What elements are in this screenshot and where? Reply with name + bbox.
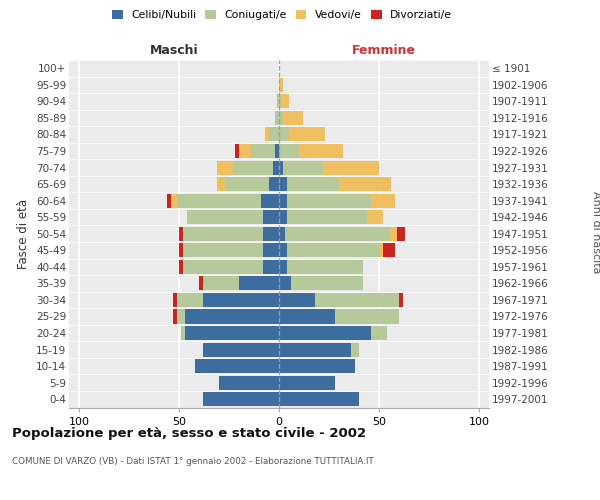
Bar — [171, 194, 177, 207]
Bar — [367, 210, 383, 224]
Bar — [199, 276, 203, 290]
Bar — [291, 276, 363, 290]
Bar — [279, 359, 355, 373]
Bar — [397, 226, 405, 241]
Y-axis label: Fasce di età: Fasce di età — [17, 198, 31, 269]
Bar — [203, 276, 239, 290]
Bar — [279, 78, 283, 92]
Bar — [263, 260, 279, 274]
Bar — [183, 260, 263, 274]
Bar — [289, 128, 325, 141]
Bar — [167, 194, 171, 207]
Bar — [187, 210, 263, 224]
Bar — [279, 111, 283, 125]
Bar — [269, 128, 279, 141]
Bar — [339, 177, 391, 191]
Bar — [261, 194, 279, 207]
Bar — [371, 326, 387, 340]
Bar — [279, 260, 287, 274]
Bar — [233, 160, 273, 174]
Text: Femmine: Femmine — [352, 44, 416, 58]
Bar — [177, 310, 185, 324]
Bar — [181, 326, 185, 340]
Bar — [179, 260, 183, 274]
Bar — [279, 244, 287, 258]
Bar — [173, 310, 177, 324]
Bar — [177, 194, 261, 207]
Bar — [275, 144, 279, 158]
Bar — [179, 226, 183, 241]
Bar — [323, 160, 379, 174]
Bar — [283, 160, 323, 174]
Bar — [287, 244, 379, 258]
Bar — [279, 342, 351, 356]
Bar — [265, 128, 269, 141]
Bar — [279, 293, 315, 307]
Bar — [239, 276, 279, 290]
Bar — [179, 244, 183, 258]
Bar — [389, 226, 397, 241]
Bar — [287, 210, 367, 224]
Bar — [203, 342, 279, 356]
Bar — [283, 111, 303, 125]
Bar — [177, 293, 203, 307]
Bar — [183, 244, 263, 258]
Bar — [217, 177, 225, 191]
Bar — [287, 260, 363, 274]
Bar — [279, 160, 283, 174]
Legend: Celibi/Nubili, Coniugati/e, Vedovi/e, Divorziati/e: Celibi/Nubili, Coniugati/e, Vedovi/e, Di… — [107, 6, 457, 25]
Bar — [225, 177, 269, 191]
Bar — [251, 144, 275, 158]
Bar — [217, 160, 233, 174]
Bar — [203, 392, 279, 406]
Bar — [195, 359, 279, 373]
Bar — [279, 210, 287, 224]
Bar — [275, 111, 279, 125]
Bar — [279, 144, 299, 158]
Bar — [273, 160, 279, 174]
Bar — [235, 144, 239, 158]
Bar — [185, 326, 279, 340]
Bar — [335, 310, 399, 324]
Bar — [279, 194, 287, 207]
Bar — [379, 244, 383, 258]
Bar — [371, 194, 395, 207]
Bar — [285, 226, 389, 241]
Bar — [279, 310, 335, 324]
Text: Popolazione per età, sesso e stato civile - 2002: Popolazione per età, sesso e stato civil… — [12, 428, 366, 440]
Text: Maschi: Maschi — [149, 44, 199, 58]
Bar — [281, 94, 289, 108]
Bar — [287, 194, 371, 207]
Bar — [279, 128, 289, 141]
Text: COMUNE DI VARZO (VB) - Dati ISTAT 1° gennaio 2002 - Elaborazione TUTTITALIA.IT: COMUNE DI VARZO (VB) - Dati ISTAT 1° gen… — [12, 458, 374, 466]
Bar — [351, 342, 359, 356]
Bar — [263, 226, 279, 241]
Bar — [287, 177, 339, 191]
Bar — [299, 144, 343, 158]
Bar — [279, 226, 285, 241]
Bar — [279, 94, 281, 108]
Bar — [399, 293, 403, 307]
Bar — [277, 94, 279, 108]
Bar — [219, 376, 279, 390]
Bar — [315, 293, 399, 307]
Bar — [279, 276, 291, 290]
Bar — [279, 177, 287, 191]
Bar — [263, 210, 279, 224]
Bar — [279, 392, 359, 406]
Bar — [239, 144, 251, 158]
Bar — [203, 293, 279, 307]
Bar — [383, 244, 395, 258]
Bar — [269, 177, 279, 191]
Bar — [263, 244, 279, 258]
Bar — [183, 226, 263, 241]
Bar — [173, 293, 177, 307]
Text: Anni di nascita: Anni di nascita — [591, 191, 600, 274]
Bar — [279, 326, 371, 340]
Bar — [279, 376, 335, 390]
Bar — [185, 310, 279, 324]
